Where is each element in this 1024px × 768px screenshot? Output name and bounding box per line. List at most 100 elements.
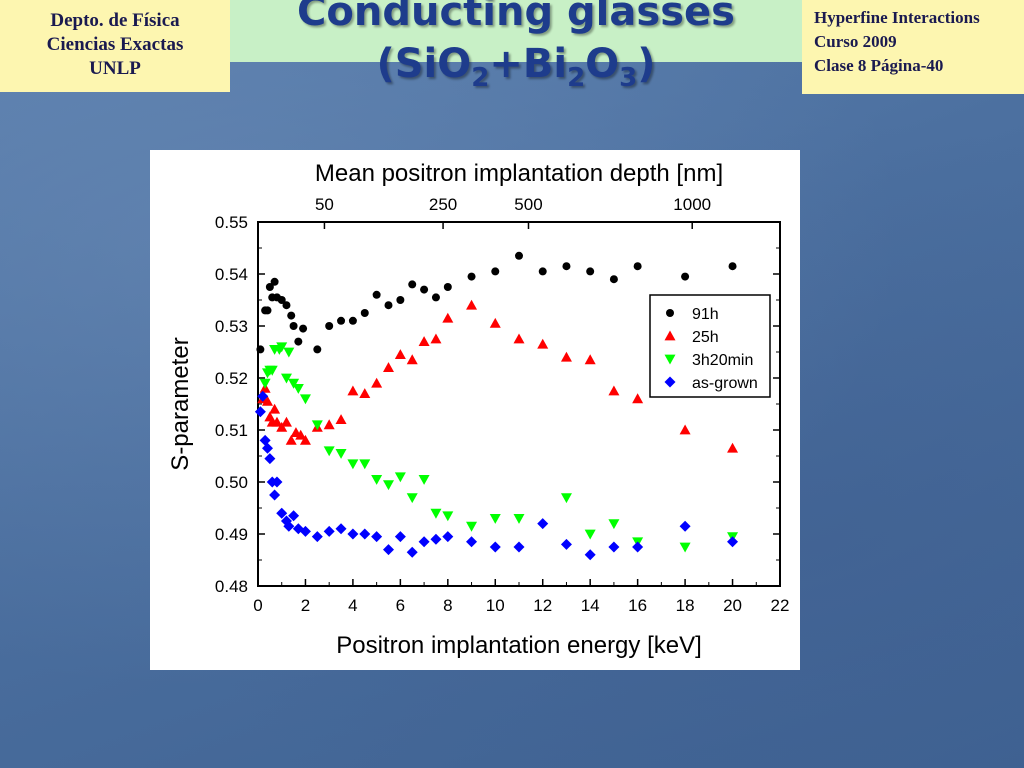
data-point [679,424,691,435]
data-point [560,351,572,362]
data-point [337,316,346,325]
data-point [347,385,359,396]
data-point [254,406,266,418]
data-point [608,541,620,553]
data-point [727,536,739,548]
data-point [489,317,501,328]
x-tick-label: 10 [486,596,505,615]
data-point [418,336,430,346]
data-point [269,403,281,414]
data-point [271,476,283,488]
x-tick-label: 18 [676,596,695,615]
data-point [259,378,271,389]
course-name: Hyperfine Interactions [814,8,980,27]
data-point [537,518,549,530]
data-point [406,493,418,504]
data-point [586,267,595,276]
data-point [371,377,383,388]
title-line-2: (SiO2+Bi2O3) [376,41,656,93]
department-box: Depto. de Física Ciencias Exactas UNLP [0,0,230,92]
data-point [443,283,452,291]
x-axis-label: Positron implantation energy [keV] [336,632,702,659]
top-tick-label: 1000 [673,195,711,214]
legend-marker [664,376,676,388]
x-tick-label: 8 [443,596,452,615]
legend-label: 3h20min [692,352,753,369]
data-point [359,459,371,470]
data-point [727,442,739,453]
top-tick-label: 500 [514,195,542,214]
data-point [728,262,737,271]
data-point [277,296,286,304]
data-point [418,536,430,548]
data-point [383,480,394,491]
data-point [289,322,298,330]
slide-title: Conducting glasses (SiO2+Bi2O3) [230,0,802,104]
lecture-page: Clase 8 Página-40 [814,56,944,75]
data-point [313,345,322,354]
x-tick-label: 20 [723,596,742,615]
data-point [371,531,383,543]
data-point [418,475,430,485]
data-point [263,306,272,315]
x-tick-label: 12 [533,596,552,615]
data-point [292,384,304,394]
data-point [285,434,297,445]
y-tick-label: 0.49 [215,525,248,544]
data-point [430,533,442,545]
title-line-1: Conducting glasses [297,0,735,35]
legend-label: 25h [692,329,719,346]
data-point [408,280,417,289]
legend-marker [666,309,674,317]
data-point [323,525,335,537]
y-tick-label: 0.50 [215,473,248,492]
data-point [299,324,308,333]
data-point [394,472,406,483]
data-point [311,420,323,431]
data-point [266,365,278,376]
data-point [537,338,549,349]
data-point [609,275,618,284]
data-point [261,395,273,406]
x-tick-label: 6 [396,596,405,615]
series-3h20min [259,342,739,553]
course-box: Hyperfine Interactions Curso 2009 Clase … [802,0,1024,94]
data-point [299,525,311,537]
course-year: Curso 2009 [814,32,897,51]
series-25h [257,299,739,453]
data-point [335,523,347,535]
data-point [256,345,265,354]
legend-label: 91h [692,306,719,323]
data-point [335,449,347,459]
data-point [276,507,288,519]
data-point [311,531,323,543]
data-point [608,385,620,396]
series-91h [256,251,737,354]
data-point [384,301,393,310]
x-tick-label: 14 [581,596,600,615]
y-tick-label: 0.52 [215,369,248,388]
data-point [562,262,571,271]
data-point [264,453,276,465]
title-band [230,0,802,62]
data-point [280,373,292,384]
data-point [261,442,273,454]
data-point [383,362,394,372]
data-point [560,538,572,550]
y-tick-label: 0.48 [215,577,248,596]
data-point [347,528,359,540]
data-point [288,378,300,389]
data-point [335,414,347,424]
data-point [359,388,371,398]
department-line: Depto. de Física [50,10,180,31]
data-point [270,277,279,286]
data-point [584,529,596,540]
data-point [295,429,307,440]
data-point [269,489,281,501]
x-tick-label: 2 [301,596,310,615]
data-point [632,541,644,553]
data-point [348,316,357,325]
university-line: UNLP [89,58,141,79]
data-point [466,536,478,548]
faculty-line: Ciencias Exactas [46,34,184,55]
